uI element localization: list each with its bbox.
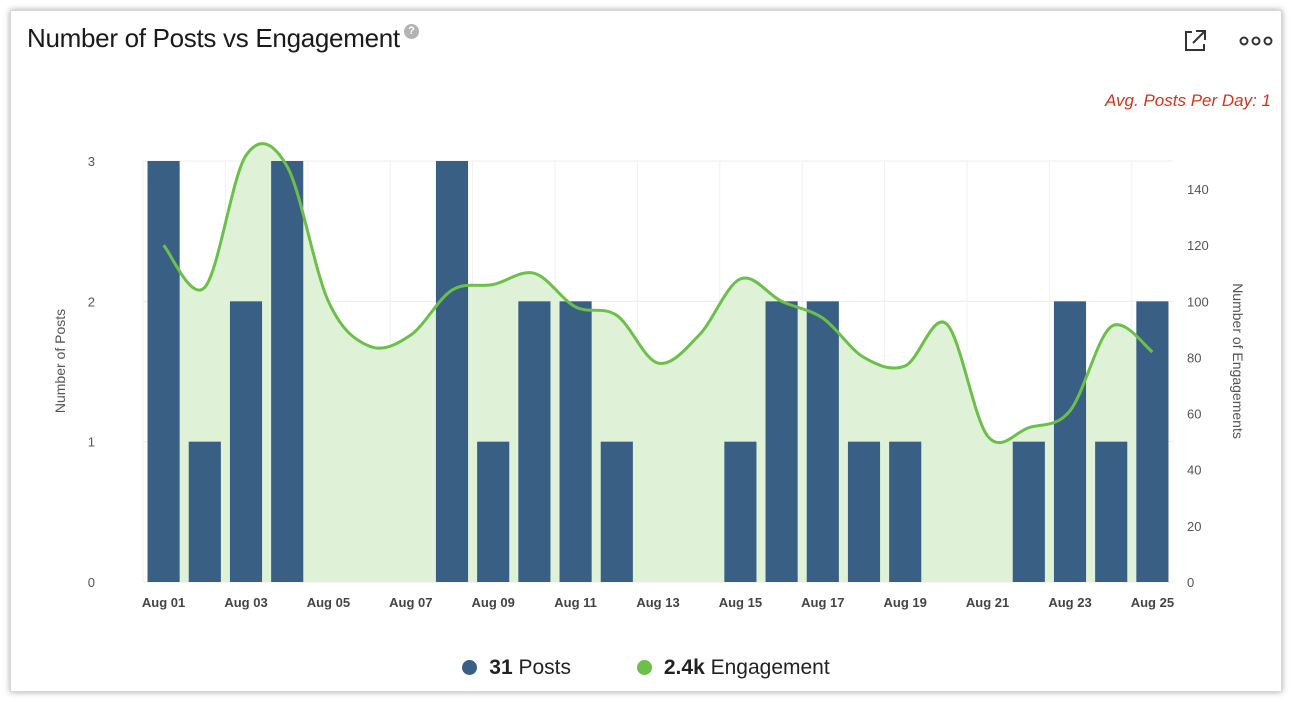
y2-tick-label: 140 — [1187, 182, 1209, 197]
posts-bars — [147, 161, 1169, 582]
posts-bar-aug-25[interactable] — [1136, 301, 1169, 582]
x-tick-label: Aug 03 — [224, 595, 267, 610]
y2-tick-label: 20 — [1187, 519, 1201, 534]
x-tick-label: Aug 25 — [1131, 595, 1174, 610]
chart-title-text: Number of Posts vs Engagement — [27, 23, 400, 53]
posts-bar-aug-01[interactable] — [147, 161, 180, 582]
y2-tick-label: 80 — [1187, 350, 1201, 365]
y2-tick-label: 0 — [1187, 575, 1194, 590]
posts-bar-aug-17[interactable] — [806, 301, 839, 582]
posts-bar-aug-19[interactable] — [889, 441, 922, 582]
y2-axis-ticks: 0 20 40 60 80 100 120 140 — [1187, 182, 1209, 590]
posts-bar-aug-02[interactable] — [188, 441, 221, 582]
x-tick-label: Aug 05 — [307, 595, 350, 610]
posts-bar-aug-11[interactable] — [559, 301, 592, 582]
posts-bar-aug-18[interactable] — [847, 441, 881, 582]
x-tick-label: Aug 13 — [636, 595, 679, 610]
x-tick-label: Aug 17 — [801, 595, 844, 610]
y2-axis-title: Number of Engagements — [1230, 283, 1246, 439]
posts-bar-aug-09[interactable] — [477, 441, 510, 582]
legend-engagement-count: 2.4k — [663, 656, 705, 679]
legend-engagement-dot — [636, 660, 652, 675]
y2-tick-label: 40 — [1187, 463, 1201, 478]
posts-bar-aug-24[interactable] — [1095, 441, 1128, 582]
posts-bar-aug-22[interactable] — [1012, 441, 1045, 582]
help-icon[interactable]: ? — [403, 24, 419, 39]
x-tick-label: Aug 23 — [1048, 595, 1091, 610]
posts-bar-aug-16[interactable] — [765, 301, 798, 582]
legend-engagement[interactable]: 2.4k Engagement — [636, 656, 830, 680]
posts-bar-aug-08[interactable] — [435, 161, 469, 582]
avg-posts-per-day: Avg. Posts Per Day: 1 — [1105, 91, 1271, 110]
y2-tick-label: 100 — [1187, 294, 1209, 309]
chart-title: Number of Posts vs Engagement? — [27, 23, 419, 54]
x-tick-label: Aug 11 — [554, 595, 597, 610]
posts-bar-aug-10[interactable] — [518, 301, 551, 582]
x-tick-label: Aug 01 — [142, 595, 185, 610]
chart-card: Number of Posts vs Engagement? Avg. Post… — [10, 10, 1282, 692]
y2-tick-label: 60 — [1187, 407, 1201, 422]
y-tick-label: 2 — [88, 294, 95, 309]
posts-bar-aug-23[interactable] — [1053, 301, 1087, 582]
x-tick-label: Aug 15 — [719, 595, 762, 610]
posts-bar-aug-03[interactable] — [229, 301, 263, 582]
y-tick-label: 0 — [88, 575, 95, 590]
posts-bar-aug-04[interactable] — [271, 161, 304, 582]
legend-posts[interactable]: 31 Posts — [462, 656, 571, 680]
posts-bar-aug-15[interactable] — [724, 441, 757, 582]
legend-posts-dot — [462, 660, 478, 675]
y-tick-label: 1 — [88, 435, 95, 450]
x-tick-label: Aug 09 — [472, 595, 515, 610]
x-axis-ticks: Aug 01 Aug 03 Aug 05 Aug 07 Aug 09 Aug 11 Aug … — [142, 595, 1174, 610]
open-external-icon[interactable] — [1181, 27, 1209, 55]
legend: 31 Posts 2.4k Engagement — [11, 656, 1281, 680]
legend-posts-count: 31 — [489, 656, 513, 679]
legend-posts-label: Posts — [518, 656, 572, 679]
x-tick-label: Aug 07 — [389, 595, 432, 610]
posts-bar-aug-12[interactable] — [600, 441, 633, 582]
y-axis-ticks: 0 1 2 3 — [88, 154, 95, 590]
y-tick-label: 3 — [88, 154, 95, 169]
legend-engagement-label: Engagement — [710, 656, 830, 679]
more-options-icon[interactable] — [1239, 33, 1273, 49]
y-axis-title: Number of Posts — [52, 309, 68, 413]
x-tick-label: Aug 21 — [966, 595, 1009, 610]
y2-tick-label: 120 — [1187, 238, 1209, 253]
engagement-line — [162, 142, 1154, 445]
x-tick-label: Aug 19 — [884, 595, 927, 610]
